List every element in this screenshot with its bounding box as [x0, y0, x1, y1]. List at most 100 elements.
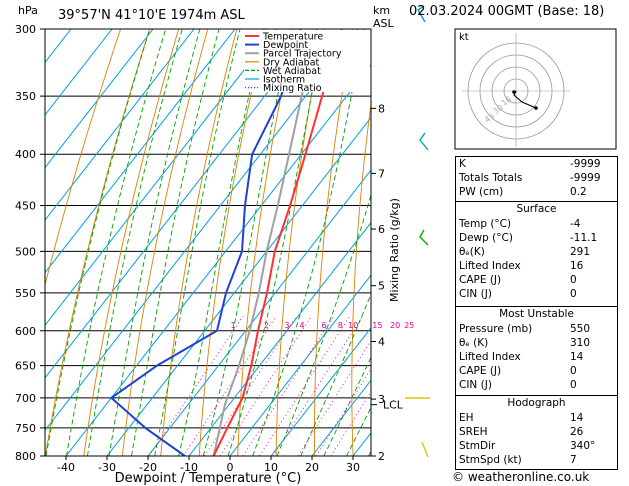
km-label: km: [373, 4, 390, 17]
mixing-ratio-label: 15: [372, 321, 382, 330]
pressure-tick-label: 700: [15, 392, 36, 405]
mixing-ratio-line: [148, 315, 244, 456]
hodograph-value: 26: [570, 426, 584, 438]
legend-entry: Temperature: [262, 32, 323, 43]
isotherm: [229, 274, 371, 456]
totals-value: -9999: [570, 172, 601, 184]
pressure-tick-label: 750: [15, 422, 36, 435]
pressure-tick-label: 800: [15, 450, 36, 463]
legend-entry: Wet Adiabat: [263, 66, 321, 77]
datetime-title: 02.03.2024 00GMT (Base: 18): [409, 4, 605, 19]
hodograph-row: EH 14: [456, 411, 617, 425]
mixing-ratio-label: 25: [404, 321, 414, 330]
mixing-ratio-label: 1: [231, 321, 236, 330]
wet-adiabat: [227, 29, 325, 456]
hodograph-value: 340°: [570, 440, 596, 452]
wet-adiabat: [300, 292, 371, 456]
wet-adiabat: [276, 193, 371, 456]
temperature-profile: [212, 29, 343, 456]
hodograph-row: StmDir 340°: [456, 439, 617, 453]
surface-value: 16: [570, 260, 584, 272]
dry-adiabat: [83, 29, 180, 456]
location-title: 39°57'N 41°10'E 1974m ASL: [58, 8, 246, 23]
surface-row: Lifted Index 16: [456, 259, 617, 273]
surface-row: Dewp (°C) -11.1: [456, 231, 617, 245]
unstable-value: 310: [570, 337, 591, 349]
isotherm: [106, 116, 371, 456]
unstable-label: θₑ (K): [459, 337, 489, 349]
dry-adiabat: [351, 100, 371, 456]
hodograph-label: StmDir: [459, 440, 496, 452]
wet-adiabat: [108, 29, 201, 456]
legend-entry: Dry Adiabat: [263, 57, 320, 68]
dry-adiabat: [45, 29, 122, 287]
km-tick-label: 8: [378, 102, 385, 115]
pressure-tick-label: 550: [15, 287, 36, 300]
pressure-tick-label: 650: [15, 360, 36, 373]
indices-box: K -9999 Totals Totals -9999 PW (cm) 0.2: [455, 156, 618, 202]
surface-label: θₑ(K): [459, 246, 485, 258]
wet-adiabat: [252, 29, 365, 456]
km-tick-label: 7: [378, 167, 385, 180]
dry-adiabat: [45, 29, 151, 456]
dry-adiabat: [237, 29, 296, 456]
mixing-ratio-line: [272, 315, 364, 456]
k-label: K: [459, 158, 466, 170]
wind-barb: [419, 229, 429, 246]
surface-label: Temp (°C): [459, 218, 512, 230]
isotherm: [45, 29, 113, 116]
mixing-ratio-axis-label: Mixing Ratio (g/kg): [388, 198, 401, 302]
temperature-tick-label: 0: [227, 461, 234, 474]
most-unstable-box: Most Unstable Pressure (mb) 550 θₑ (K) 310 L…: [455, 306, 618, 396]
isotherm: [45, 29, 236, 274]
wet-adiabat: [86, 29, 183, 456]
temperature-tick-label: 10: [264, 461, 278, 474]
surface-label: CAPE (J): [459, 274, 502, 286]
surface-label: CIN (J): [459, 288, 492, 300]
isotherm: [65, 64, 371, 456]
pw-label: PW (cm): [459, 186, 504, 198]
surface-label: Lifted Index: [459, 260, 521, 272]
mixing-ratio-line: [330, 390, 371, 456]
dry-adiabat: [198, 29, 267, 456]
surface-row: CAPE (J) 0: [456, 273, 617, 287]
legend-entry: Isotherm: [263, 75, 305, 86]
copyright: © weatheronline.co.uk: [452, 470, 590, 484]
legend-entry: Mixing Ratio: [263, 83, 322, 94]
isotherm: [45, 29, 318, 379]
unstable-label: Pressure (mb): [459, 323, 533, 335]
unstable-row: θₑ (K) 310: [456, 336, 617, 350]
pressure-tick-label: 450: [15, 200, 36, 213]
surface-value: 0: [570, 274, 577, 286]
hodograph-label: EH: [459, 412, 474, 424]
pressure-tick-label: 500: [15, 245, 36, 258]
temperature-tick-label: -10: [180, 461, 198, 474]
km-tick-label: 2: [378, 450, 385, 463]
mixing-ratio-label: 6: [322, 321, 327, 330]
km-tick-label: 4: [378, 336, 385, 349]
lcl-label: LCL: [383, 399, 404, 412]
km-tick-label: 5: [378, 280, 385, 293]
hodograph-value: 7: [570, 454, 577, 466]
mixing-ratio-line: [219, 315, 313, 456]
wet-adiabat: [45, 29, 151, 456]
surface-row: CIN (J) 0: [456, 287, 617, 301]
unstable-value: 0: [570, 365, 577, 377]
isotherm: [270, 326, 371, 456]
surface-value: -11.1: [570, 232, 598, 244]
wet-adiabat: [202, 29, 293, 456]
hodograph-value: 14: [570, 412, 584, 424]
unstable-value: 0: [570, 379, 577, 391]
temperature-tick-label: -20: [139, 461, 157, 474]
isotherm: [45, 29, 359, 432]
hodograph-label: StmSpd (kt): [459, 454, 522, 466]
mixing-ratio-line: [182, 315, 277, 456]
pressure-tick-label: 300: [15, 23, 36, 36]
pressure-tick-label: 600: [15, 325, 36, 338]
wet-adiabat: [66, 29, 167, 456]
x-axis-label: Dewpoint / Temperature (°C): [115, 471, 302, 486]
wet-adiabat: [178, 29, 265, 456]
pressure-tick-label: 350: [15, 90, 36, 103]
